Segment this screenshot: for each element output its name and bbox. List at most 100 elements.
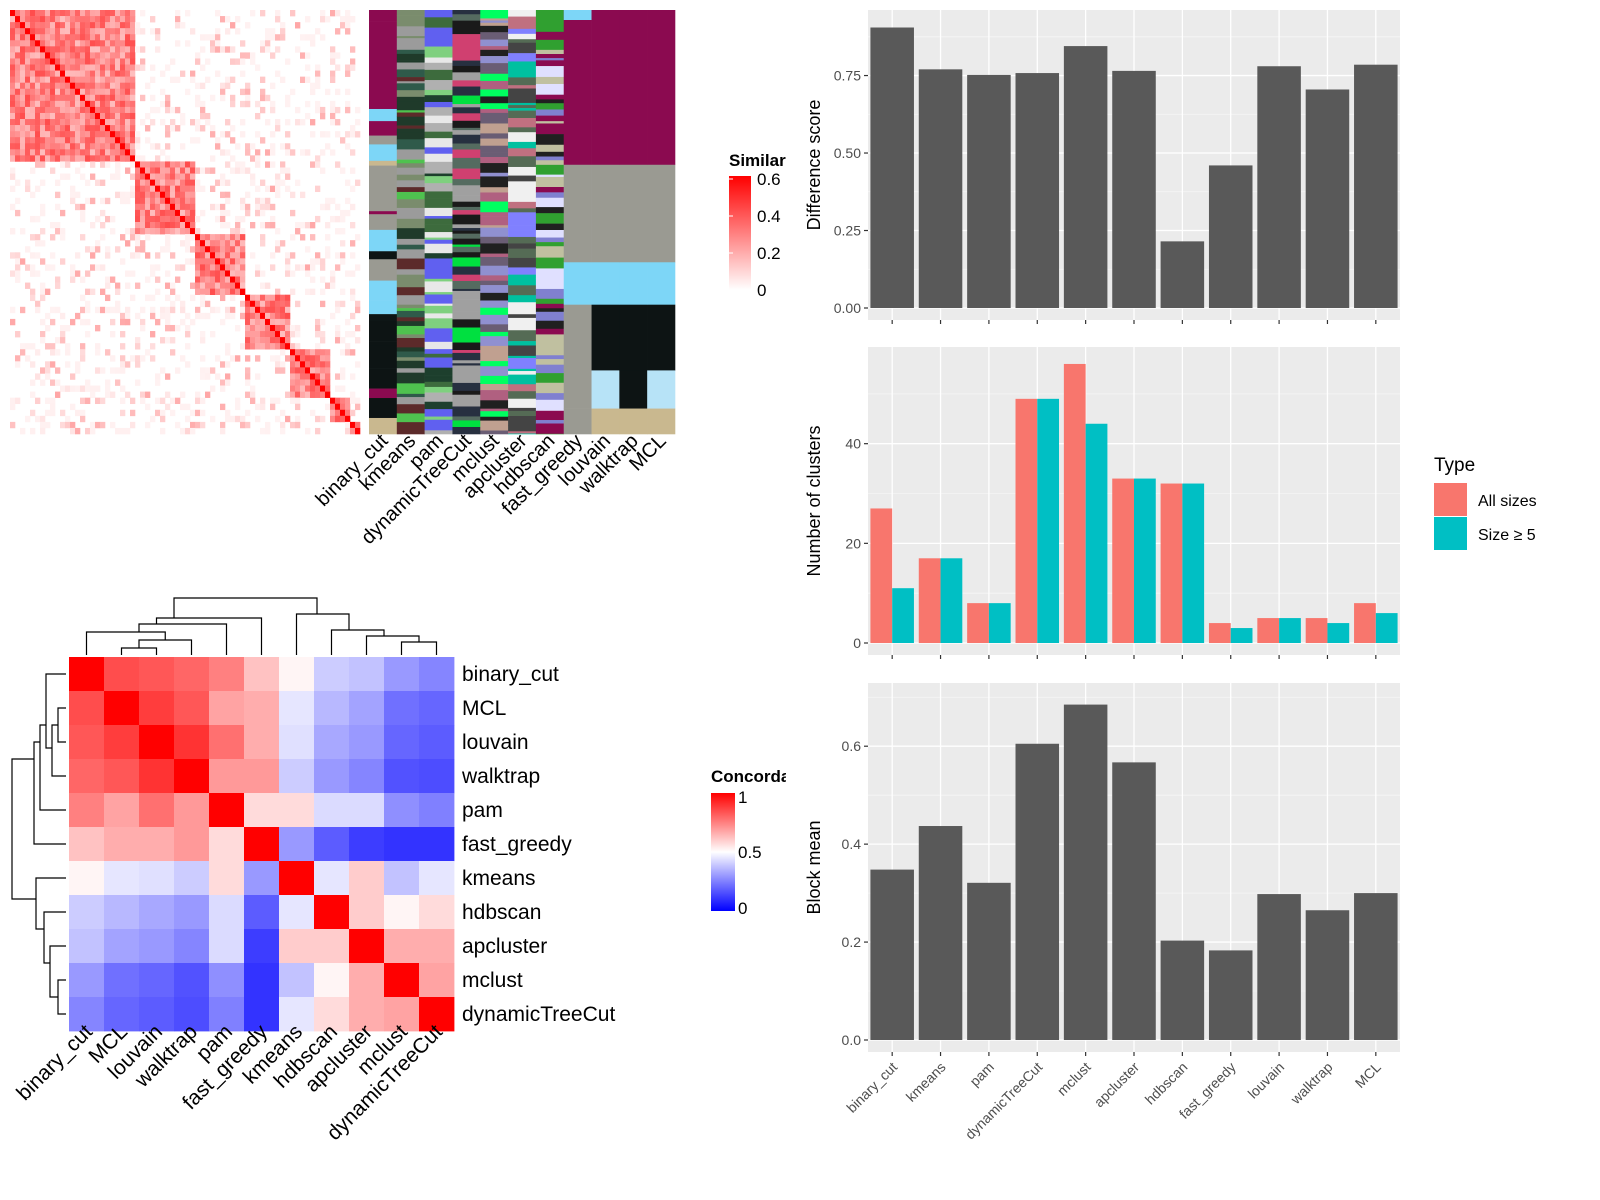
concordance-cell <box>279 793 315 828</box>
similarity-cell <box>190 318 196 326</box>
similarity-cell <box>15 252 21 259</box>
similarity-cell <box>150 167 156 174</box>
similarity-cell <box>40 240 46 247</box>
similarity-cell <box>220 270 226 277</box>
similarity-cell <box>105 22 111 29</box>
similarity-cell <box>290 379 296 386</box>
concordance-cell <box>419 793 455 828</box>
annotation-segment <box>480 157 509 164</box>
similarity-cell <box>65 58 71 65</box>
similarity-cell <box>155 228 161 235</box>
similarity-cell <box>45 324 51 332</box>
similarity-cell <box>75 167 81 174</box>
annotation-segment <box>424 341 453 350</box>
similarity-cell <box>215 240 221 247</box>
similarity-cell <box>245 331 251 338</box>
similarity-cell <box>330 397 336 405</box>
similarity-cell <box>60 324 66 332</box>
similarity-cell <box>10 94 16 102</box>
annotation-segment <box>480 324 509 333</box>
annotation-segment <box>535 83 565 96</box>
similarity-cell <box>115 46 121 53</box>
similarity-cell <box>165 234 171 241</box>
similarity-cell <box>35 88 41 96</box>
similarity-cell <box>30 58 36 65</box>
similarity-cell <box>130 137 136 144</box>
similarity-cell <box>95 58 101 65</box>
similarity-cell <box>40 46 46 53</box>
similarity-cell <box>40 228 46 235</box>
similarity-cell <box>40 294 46 302</box>
similarity-cell <box>140 191 146 199</box>
similarity-cell <box>105 385 111 392</box>
similarity-cell <box>315 324 321 332</box>
similarity-cell <box>105 46 111 53</box>
similarity-cell <box>50 58 56 65</box>
similarity-cell <box>125 125 131 132</box>
similarity-cell <box>115 112 121 120</box>
similarity-cell <box>265 337 271 344</box>
annotation-segment <box>396 372 425 384</box>
similarity-cell <box>60 385 66 392</box>
similarity-cell <box>290 391 296 398</box>
similarity-cell <box>140 203 146 211</box>
similarity-cell <box>100 106 106 114</box>
similarity-cell <box>80 276 86 283</box>
similarity-cell <box>290 349 296 356</box>
similarity-cell <box>85 112 91 120</box>
similarity-cell <box>85 52 91 59</box>
similarity-cell <box>275 191 281 199</box>
similarity-cell <box>275 119 281 126</box>
similarity-cell <box>340 228 346 235</box>
similarity-cell <box>305 112 311 120</box>
similarity-cell <box>300 385 306 392</box>
similarity-cell <box>175 125 181 132</box>
concordance-cell <box>384 997 420 1032</box>
similarity-cell <box>265 185 271 193</box>
annotation-segment <box>396 110 425 113</box>
annotation-segment <box>424 381 453 388</box>
similarity-cell <box>105 155 111 162</box>
concordance-cell <box>174 657 210 692</box>
similarity-cell <box>260 197 266 205</box>
concordance-cell <box>209 929 245 964</box>
similarity-cell <box>295 349 301 356</box>
similarity-cell <box>65 22 71 29</box>
annotation-segment <box>396 269 425 275</box>
similarity-cell <box>100 28 106 35</box>
annotation-segment <box>424 318 453 324</box>
annotation-segment <box>535 328 565 335</box>
similarity-cell <box>80 409 86 417</box>
annotation-segment <box>647 262 676 305</box>
similarity-cell <box>210 276 216 283</box>
annotation-segment <box>424 278 453 282</box>
similarity-cell <box>310 349 316 356</box>
annotation-segment <box>480 145 509 153</box>
similarity-cell <box>300 391 306 398</box>
similarity-cell <box>105 197 111 205</box>
similarity-cell <box>25 282 31 289</box>
similarity-cell <box>115 379 121 386</box>
similarity-cell <box>285 252 291 259</box>
similarity-cell <box>260 88 266 96</box>
similarity-cell <box>210 264 216 271</box>
annotation-segment <box>452 338 481 343</box>
similarity-cell <box>180 300 186 308</box>
similarity-cell <box>80 100 86 108</box>
annotation-segment <box>424 313 453 319</box>
annotation-segment <box>563 10 592 166</box>
similarity-cell <box>10 421 16 429</box>
similarity-cell <box>255 373 261 380</box>
annotation-segment <box>480 71 509 75</box>
annotation-segment <box>535 103 565 110</box>
similarity-cell <box>90 427 96 435</box>
similarity-cell <box>185 258 191 265</box>
similarity-cell <box>120 76 126 83</box>
similarity-cell <box>75 106 81 114</box>
similarity-cell <box>70 143 76 150</box>
annotation-segment <box>480 307 509 316</box>
similarity-cell <box>245 82 251 90</box>
similarity-cell <box>70 137 76 144</box>
similarity-cell <box>55 131 61 138</box>
similarity-cell <box>335 28 341 35</box>
